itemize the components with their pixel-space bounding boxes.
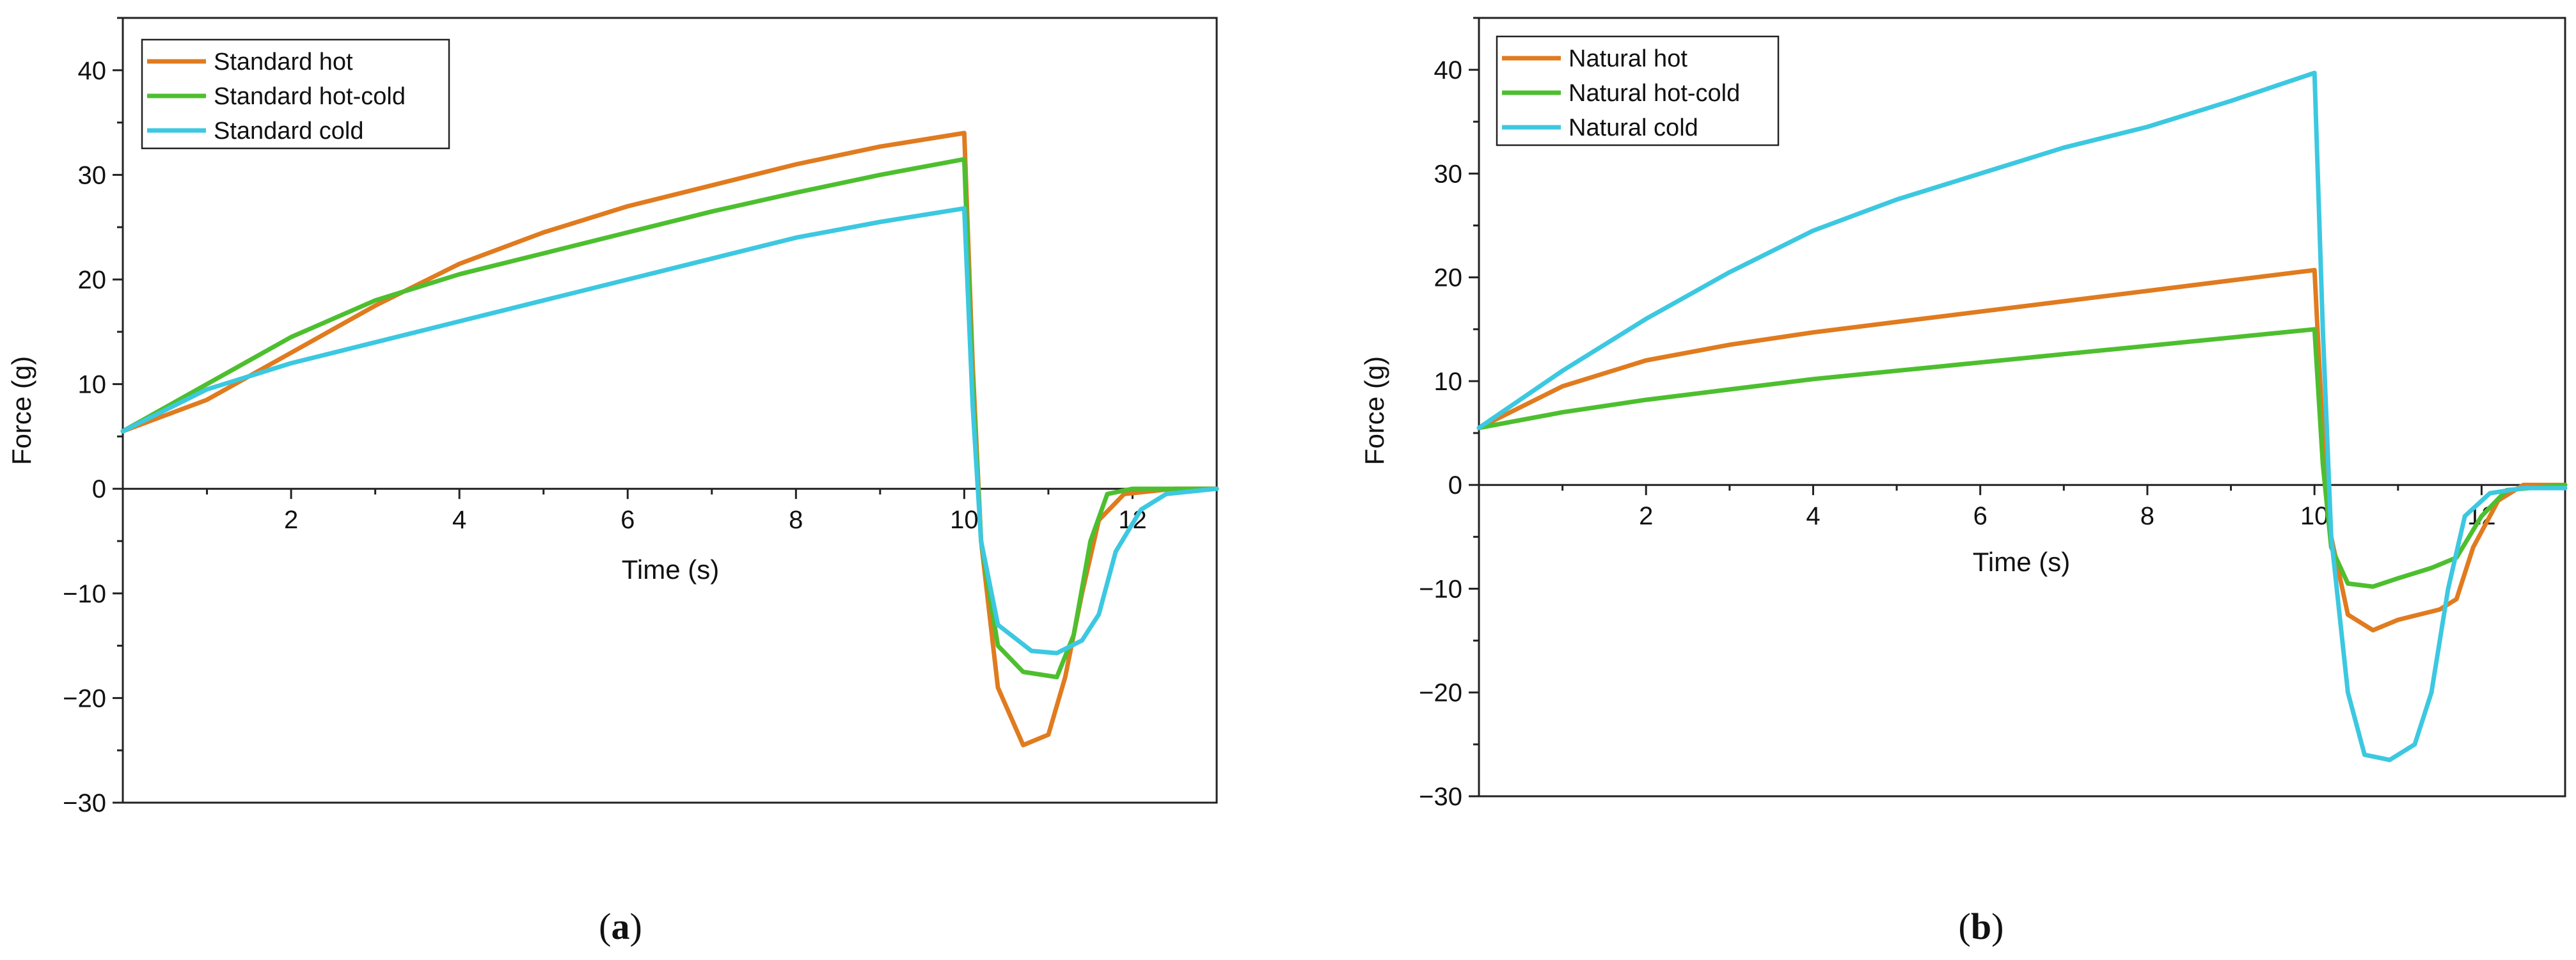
legend-entry: Natural hot	[1569, 45, 1687, 72]
panel-label-open: (	[599, 906, 611, 947]
plot-frame	[122, 17, 1218, 804]
x-axis-label: Time (s)	[622, 555, 719, 585]
y-tick-label: −10	[63, 580, 106, 608]
x-tick-label: 8	[789, 506, 803, 534]
y-tick-label: 10	[1434, 368, 1463, 396]
series-line-natural-cold	[1476, 70, 2568, 762]
y-tick-label: −30	[63, 789, 106, 817]
legend-entry: Natural cold	[1569, 114, 1698, 141]
y-tick-label: −20	[1419, 679, 1462, 707]
legend-entry: Standard hot	[214, 49, 353, 75]
y-axis-label: Force (g)	[1359, 356, 1389, 465]
x-tick-label: 4	[1806, 502, 1820, 530]
legend: Natural hot Natural hot-cold Natural cold	[1496, 35, 1780, 146]
plot-frame	[1478, 17, 2566, 798]
panel-label: (b)	[1959, 906, 2004, 947]
panel-label-close: )	[1991, 906, 2003, 947]
y-tick-label: 10	[78, 371, 107, 399]
y-tick-label: −30	[1419, 783, 1462, 811]
y-tick-label: 30	[1434, 160, 1463, 188]
legend-entry: Standard hot-cold	[214, 83, 406, 110]
x-tick-label: 6	[1973, 502, 1987, 530]
x-tick-label: 8	[2140, 502, 2154, 530]
y-tick-label: 40	[78, 57, 107, 85]
x-tick-label: 2	[284, 506, 298, 534]
legend-entry: Natural hot-cold	[1569, 80, 1740, 107]
y-tick-label: 0	[1448, 471, 1462, 500]
y-tick-label: 20	[1434, 264, 1463, 292]
x-tick-label: 4	[452, 506, 466, 534]
legend-entry: Standard cold	[214, 118, 364, 145]
y-tick-label: 0	[92, 475, 106, 503]
x-tick-label: 6	[620, 506, 635, 534]
y-tick-label: 40	[1434, 56, 1463, 84]
panel-label-letter: b	[1971, 906, 1991, 947]
panel-label-open: (	[1959, 906, 1971, 947]
x-axis-label: Time (s)	[1973, 547, 2070, 577]
series-line-standard-cold	[120, 206, 1219, 656]
legend: Standard hot Standard hot-cold Standard co…	[141, 38, 450, 150]
panel-label: (a)	[599, 906, 642, 947]
y-axis-label: Force (g)	[6, 356, 36, 465]
panel-label-close: )	[630, 906, 642, 947]
series-line-natural-hot-cold	[1476, 327, 2568, 589]
x-tick-label: 2	[1639, 502, 1653, 530]
x-tick-label: 10	[950, 506, 979, 534]
y-tick-label: 20	[78, 266, 107, 294]
series-line-standard-hot-cold	[120, 157, 1219, 680]
series-line-natural-hot	[1476, 267, 2568, 633]
x-tick-label: 10	[2300, 502, 2329, 530]
y-tick-label: 30	[78, 161, 107, 189]
y-tick-label: −10	[1419, 575, 1462, 603]
panel-label-letter: a	[612, 906, 630, 947]
y-tick-label: −20	[63, 684, 106, 712]
